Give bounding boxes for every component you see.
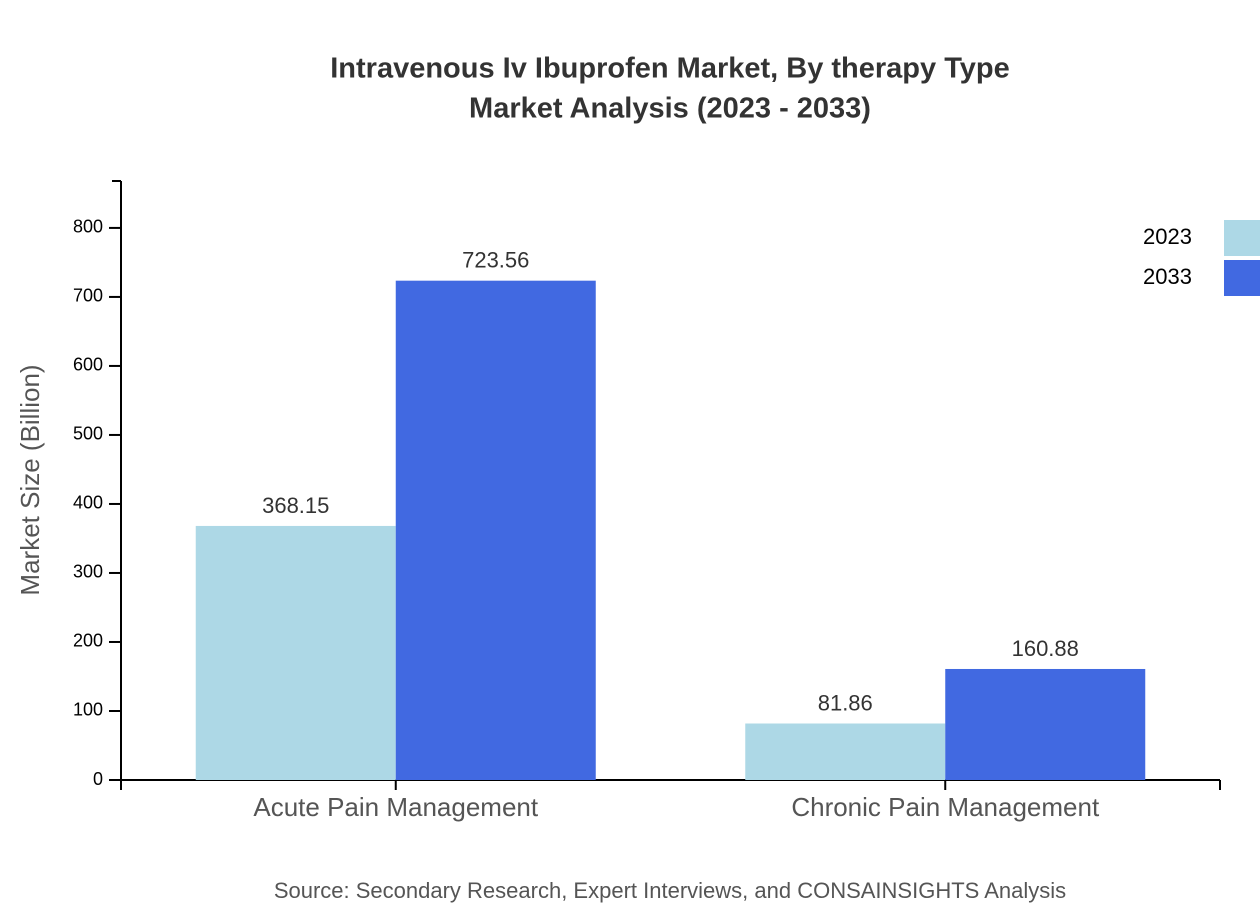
chart-title: Intravenous Iv Ibuprofen Market, By ther… — [330, 53, 1010, 85]
value-label: 160.88 — [1012, 636, 1079, 661]
y-tick-label: 100 — [73, 700, 103, 720]
y-tick-label: 200 — [73, 631, 103, 651]
bar — [745, 723, 946, 780]
bar — [195, 525, 396, 780]
bar — [945, 668, 1146, 780]
y-tick-label: 300 — [73, 562, 103, 582]
y-axis-label: Market Size (Billion) — [15, 364, 45, 595]
value-label: 81.86 — [818, 690, 873, 715]
y-tick-label: 800 — [73, 217, 103, 237]
y-tick-label: 0 — [93, 769, 103, 789]
y-tick-label: 600 — [73, 355, 103, 375]
y-tick-label: 400 — [73, 493, 103, 513]
legend-swatch — [1224, 260, 1260, 296]
legend-swatch — [1224, 220, 1260, 256]
legend-label: 2033 — [1143, 264, 1192, 289]
x-tick-label: Chronic Pain Management — [791, 792, 1100, 822]
y-tick-label: 500 — [73, 424, 103, 444]
y-tick-label: 700 — [73, 286, 103, 306]
value-label: 368.15 — [262, 493, 329, 518]
legend-label: 2023 — [1143, 224, 1192, 249]
chart-subtitle: Market Analysis (2023 - 2033) — [469, 93, 871, 125]
bar — [395, 280, 596, 780]
value-label: 723.56 — [462, 247, 529, 272]
source-note: Source: Secondary Research, Expert Inter… — [274, 878, 1066, 903]
x-tick-label: Acute Pain Management — [253, 792, 539, 822]
